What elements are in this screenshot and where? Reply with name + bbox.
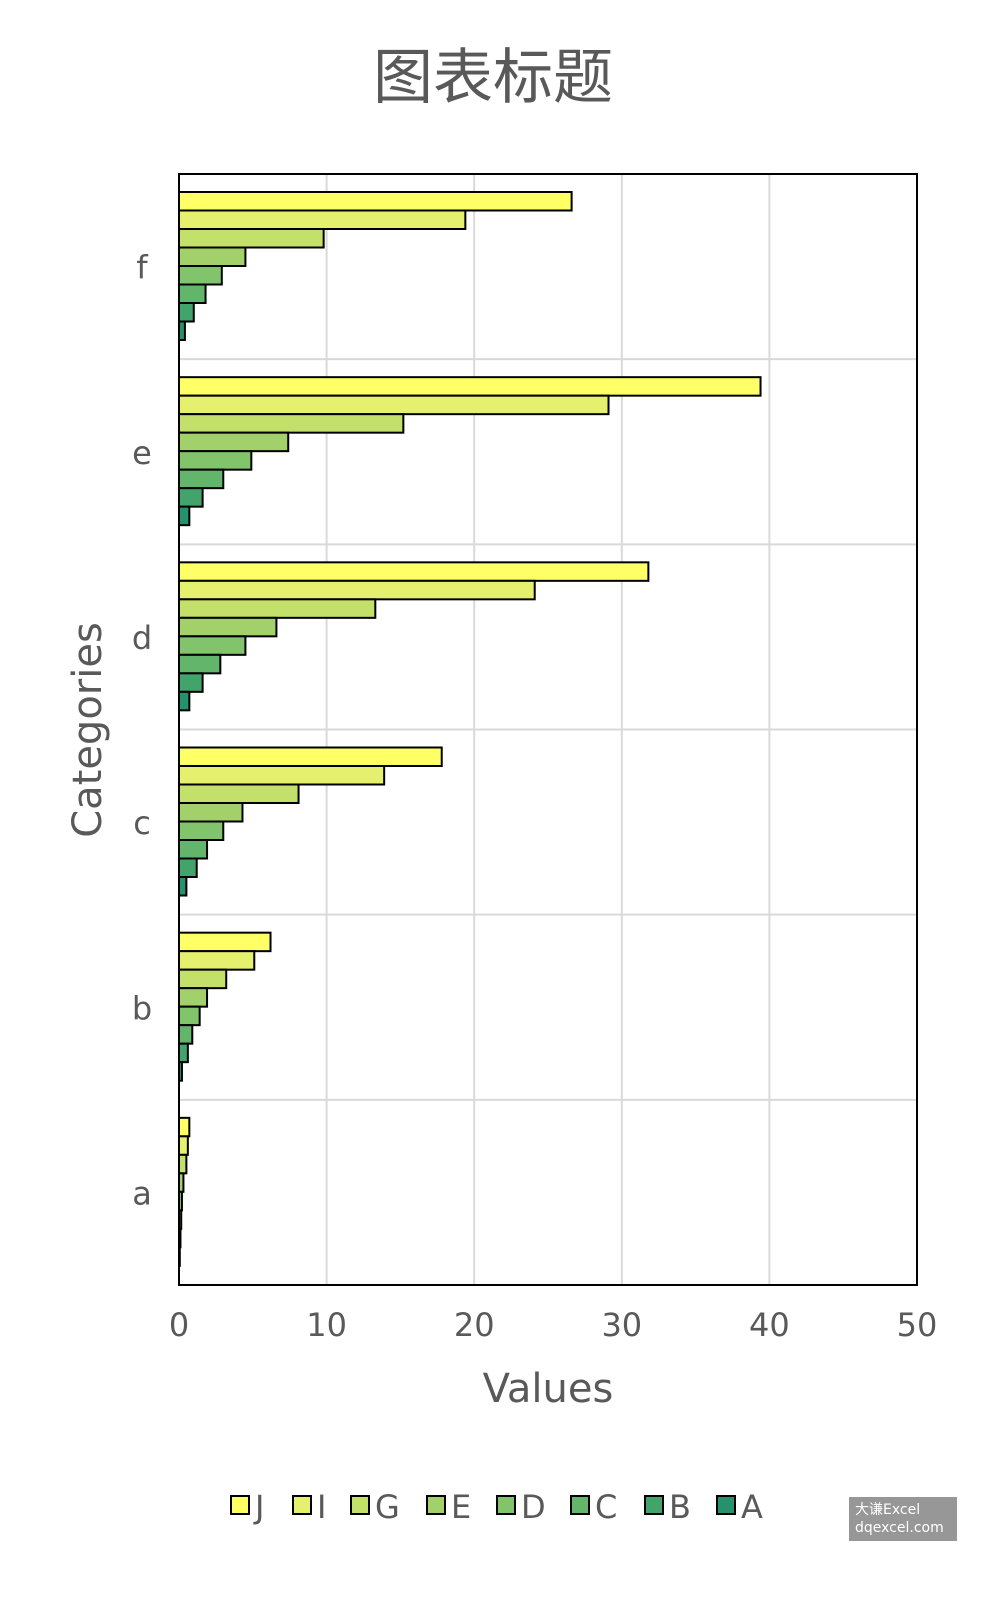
x-tick-label: 50 <box>897 1306 938 1344</box>
bar-G-b <box>178 968 228 990</box>
bar-B-f <box>178 302 195 323</box>
bar-D-e <box>178 450 253 471</box>
bar-B-c <box>178 857 198 878</box>
y-category-label: a <box>132 1174 152 1212</box>
bar-E-d <box>178 616 278 638</box>
x-tick-label: 0 <box>169 1306 189 1344</box>
x-tick-label: 10 <box>306 1306 347 1344</box>
bar-J-f <box>178 191 573 212</box>
bar-E-e <box>178 431 290 453</box>
bar-C-b <box>178 1024 194 1045</box>
bar-A-e <box>178 505 191 527</box>
bar-I-b <box>178 950 256 971</box>
bar-C-c <box>178 839 209 860</box>
y-axis-title: Categories <box>65 622 111 838</box>
watermark-line-2: dqexcel.com <box>855 1520 944 1536</box>
legend-label-B: B <box>669 1488 691 1526</box>
y-category-labels: a b c d e f <box>132 249 152 1213</box>
legend-swatch-G <box>350 1495 370 1515</box>
bar-C-f <box>178 283 207 304</box>
bar-E-c <box>178 802 244 823</box>
bar-A-d <box>178 690 191 712</box>
watermark: 大谦Excel dqexcel.com <box>849 1497 957 1541</box>
bar-I-d <box>178 579 536 601</box>
bar-E-f <box>178 246 247 267</box>
x-axis-title: Values <box>483 1366 614 1412</box>
legend-swatch-A <box>716 1495 736 1515</box>
y-category-label: e <box>132 434 152 472</box>
x-tick-label: 30 <box>601 1306 642 1344</box>
bar-C-e <box>178 468 225 490</box>
chart-title: 图表标题 <box>373 43 613 113</box>
x-tick-labels: 0 10 20 30 40 50 <box>169 1306 938 1344</box>
bar-A-c <box>178 876 188 897</box>
legend-swatch-E <box>426 1495 446 1515</box>
bar-I-f <box>178 209 467 230</box>
y-category-label: f <box>136 249 148 287</box>
bar-D-b <box>178 1005 201 1027</box>
bar-I-c <box>178 765 386 786</box>
y-category-label: d <box>132 619 152 657</box>
bar-I-a <box>178 1135 189 1156</box>
bar-J-c <box>178 746 443 767</box>
gridlines <box>179 174 917 1285</box>
legend-swatch-B <box>644 1495 664 1515</box>
bar-G-f <box>178 228 325 249</box>
legend-label-C: C <box>595 1488 617 1526</box>
bar-G-e <box>178 413 405 434</box>
bar-J-b <box>178 931 272 953</box>
bar-G-c <box>178 783 300 804</box>
bar-D-c <box>178 820 225 841</box>
legend-swatch-J <box>230 1495 250 1515</box>
x-tick-label: 20 <box>454 1306 495 1344</box>
plot-area-border <box>178 173 918 1286</box>
bar-J-d <box>178 561 650 582</box>
watermark-line-1: 大谦Excel <box>855 1502 921 1518</box>
y-category-label: c <box>133 804 151 842</box>
bar-I-e <box>178 394 610 416</box>
bar-D-d <box>178 635 247 656</box>
bar-B-b <box>178 1042 189 1064</box>
bar-J-a <box>178 1116 191 1138</box>
legend-label-G: G <box>375 1488 400 1526</box>
legend-swatch-I <box>292 1495 312 1515</box>
bar-G-d <box>178 598 377 619</box>
bar-B-e <box>178 487 204 508</box>
bar-E-b <box>178 987 209 1008</box>
bar-D-f <box>178 265 223 286</box>
legend-label-D: D <box>521 1488 546 1526</box>
bar-B-d <box>178 672 204 693</box>
legend-label-E: E <box>451 1488 471 1526</box>
legend-swatch-C <box>570 1495 590 1515</box>
bar-C-d <box>178 653 222 675</box>
legend-label-J: J <box>253 1488 264 1526</box>
legend-swatch-D <box>496 1495 516 1515</box>
legend-label-A: A <box>741 1488 763 1526</box>
bar-J-e <box>178 376 762 397</box>
bar-G-a <box>178 1153 188 1175</box>
x-tick-label: 40 <box>749 1306 790 1344</box>
y-category-label: b <box>132 989 152 1027</box>
legend-label-I: I <box>317 1488 326 1526</box>
